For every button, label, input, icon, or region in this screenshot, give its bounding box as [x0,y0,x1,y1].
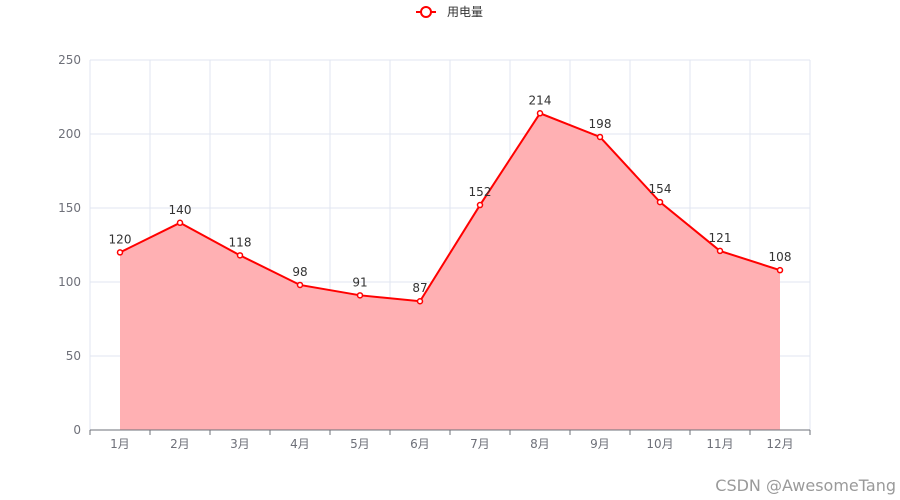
series-area [120,113,780,430]
data-label: 87 [412,281,427,295]
x-tick-label: 6月 [410,437,430,451]
data-point[interactable] [716,247,724,255]
legend-marker-icon [420,6,432,18]
x-tick-label: 8月 [530,437,550,451]
legend[interactable]: 用电量 [416,5,483,19]
x-tick-label: 9月 [590,437,610,451]
data-label: 98 [292,265,307,279]
y-tick-label: 250 [58,53,81,67]
data-label: 198 [589,117,612,131]
y-tick-label: 100 [58,275,81,289]
x-tick-label: 2月 [170,437,190,451]
data-point[interactable] [536,110,544,117]
data-point[interactable] [476,201,484,209]
x-tick-label: 5月 [350,437,370,451]
x-tick-label: 10月 [646,437,673,451]
x-tick-label: 7月 [470,437,490,451]
data-label: 152 [469,185,492,199]
x-tick-label: 12月 [766,437,793,451]
point-layer [116,110,784,305]
data-label: 118 [229,235,252,249]
y-tick-label: 200 [58,127,81,141]
series-line [119,112,781,303]
label-layer: 120 140 118 98 91 87 152 214 198 154 121 108 [109,93,792,295]
y-tick-label: 0 [73,423,81,437]
data-label: 120 [109,232,132,246]
data-label: 140 [169,203,192,217]
data-point[interactable] [296,281,304,289]
area-layer [120,113,780,430]
watermark-text: CSDN @AwesomeTang [715,476,896,495]
data-point[interactable] [596,133,604,141]
y-tick-label: 150 [58,201,81,215]
data-point[interactable] [416,297,424,305]
data-point[interactable] [176,219,184,227]
legend-label[interactable]: 用电量 [447,5,483,19]
x-tick-label: 3月 [230,437,250,451]
axis-layer: 0 50 100 150 200 250 1月 2月 3月 4月 5月 6月 7月 8月 9月 10月 11月 1… [58,53,811,451]
data-point[interactable] [236,252,244,259]
data-label: 121 [709,231,732,245]
data-label: 108 [769,250,792,264]
x-tick-label: 1月 [110,437,130,451]
y-tick-label: 50 [66,349,81,363]
data-point[interactable] [116,249,124,256]
x-tick-label: 4月 [290,437,310,451]
data-point[interactable] [656,198,664,206]
data-label: 91 [352,275,367,289]
line-layer [119,112,781,303]
data-point[interactable] [776,266,784,274]
x-tick-label: 11月 [706,437,733,451]
data-point[interactable] [356,292,364,299]
data-label: 214 [529,93,552,107]
data-label: 154 [649,182,672,196]
